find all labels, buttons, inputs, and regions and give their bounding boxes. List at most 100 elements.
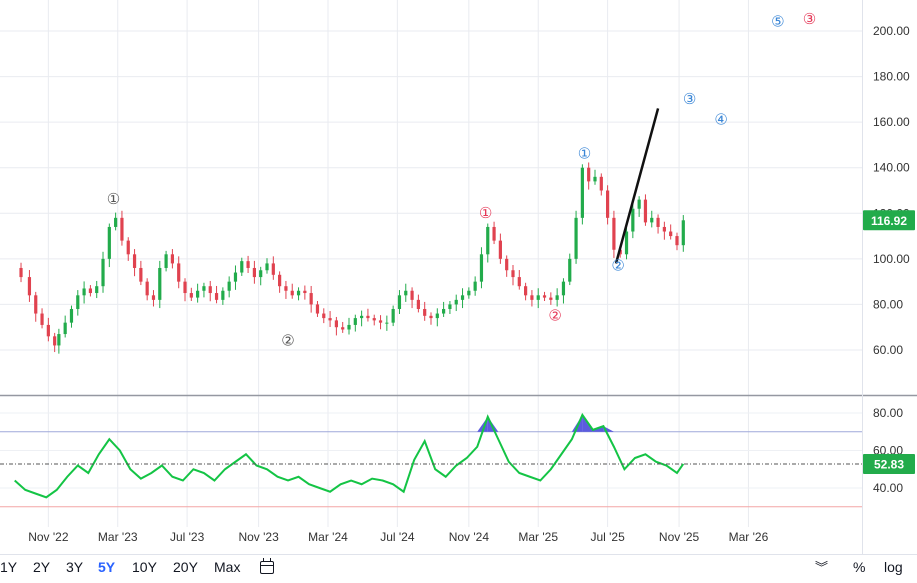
candle-body bbox=[662, 226, 666, 232]
candle-body bbox=[410, 290, 414, 300]
range-button-20y[interactable]: 20Y bbox=[173, 559, 198, 575]
candle-body bbox=[631, 208, 635, 232]
percent-scale-toggle[interactable]: % bbox=[853, 559, 866, 575]
candle-body bbox=[341, 327, 345, 330]
candle-body bbox=[530, 295, 534, 300]
range-button-3y[interactable]: 3Y bbox=[66, 559, 84, 575]
candle-body bbox=[511, 270, 515, 278]
candle-body bbox=[650, 217, 654, 223]
candle-body bbox=[486, 226, 490, 255]
candle-body bbox=[555, 295, 559, 300]
candle-body bbox=[574, 217, 578, 259]
range-button-5y[interactable]: 5Y bbox=[98, 559, 116, 575]
price-tick-label: 80.00 bbox=[873, 297, 903, 311]
elliott-wave-label[interactable]: ③ bbox=[803, 11, 816, 28]
candle-body bbox=[467, 290, 471, 296]
candle-body bbox=[265, 263, 269, 271]
candle-body bbox=[233, 272, 238, 282]
elliott-wave-label[interactable]: ① bbox=[107, 191, 120, 208]
candle-body bbox=[88, 288, 93, 294]
candle-body bbox=[240, 261, 244, 273]
chart-canvas[interactable]: 200.00180.00160.00140.00120.00100.0080.0… bbox=[0, 0, 917, 555]
candle-body bbox=[517, 277, 521, 287]
candle-body bbox=[107, 226, 111, 259]
candle-body bbox=[347, 324, 351, 330]
log-scale-toggle[interactable]: log bbox=[884, 559, 903, 575]
candle-body bbox=[435, 313, 439, 319]
candle-body bbox=[423, 308, 427, 316]
candle-body bbox=[454, 299, 458, 305]
range-button-2y[interactable]: 2Y bbox=[33, 559, 51, 575]
candle-body bbox=[69, 308, 74, 323]
candle-body bbox=[442, 308, 446, 314]
candle-body bbox=[145, 281, 149, 296]
elliott-wave-label[interactable]: ① bbox=[578, 146, 591, 163]
last-rsi-label: 52.83 bbox=[874, 457, 904, 471]
candle-body bbox=[120, 217, 124, 241]
candle-body bbox=[536, 295, 540, 300]
candle-body bbox=[214, 293, 219, 300]
elliott-wave-label[interactable]: ① bbox=[479, 205, 492, 222]
calendar-icon[interactable] bbox=[260, 558, 274, 574]
candle-body bbox=[675, 236, 679, 246]
candle-body bbox=[189, 293, 193, 298]
candle-body bbox=[40, 313, 44, 325]
candle-body bbox=[372, 318, 376, 321]
time-range-toolbar: 1Y 2Y 3Y 5Y 10Y 20Y Max ︾ % log bbox=[0, 554, 917, 583]
trend-line[interactable] bbox=[614, 108, 660, 264]
candle-body bbox=[309, 293, 313, 305]
time-tick-label: Nov '22 bbox=[28, 530, 69, 544]
last-price-badge bbox=[863, 210, 915, 231]
time-tick-label: Nov '24 bbox=[449, 530, 490, 544]
candle-body bbox=[549, 297, 553, 300]
candle-body bbox=[19, 267, 23, 278]
candle-body bbox=[76, 295, 80, 309]
price-tick-label: 100.00 bbox=[873, 252, 910, 266]
elliott-wave-label[interactable]: ② bbox=[281, 332, 294, 349]
price-tick-label: 200.00 bbox=[873, 24, 910, 38]
candle-body bbox=[587, 167, 591, 182]
candle-body bbox=[158, 267, 162, 300]
candle-body bbox=[170, 254, 174, 264]
candle-body bbox=[252, 267, 256, 278]
time-tick-label: Jul '23 bbox=[170, 530, 205, 544]
candle-body bbox=[46, 324, 50, 337]
candle-body bbox=[681, 220, 685, 246]
candle-body bbox=[460, 295, 465, 300]
price-tick-label: 60.00 bbox=[873, 343, 903, 357]
candle-body bbox=[593, 176, 597, 182]
candle-body bbox=[391, 308, 395, 323]
candle-body bbox=[53, 336, 57, 346]
rsi-tick-label: 80.00 bbox=[873, 406, 903, 420]
price-tick-label: 140.00 bbox=[873, 161, 910, 175]
candle-body bbox=[568, 258, 572, 282]
rsi-tick-label: 40.00 bbox=[873, 481, 903, 495]
elliott-wave-label[interactable]: ③ bbox=[683, 91, 696, 108]
range-button-max[interactable]: Max bbox=[214, 559, 241, 575]
rsi-overbought-fill bbox=[477, 416, 488, 432]
candle-body bbox=[561, 281, 566, 296]
time-tick-label: Nov '25 bbox=[659, 530, 700, 544]
candle-body bbox=[296, 290, 301, 296]
price-tick-label: 180.00 bbox=[873, 70, 910, 84]
range-button-1y[interactable]: 1Y bbox=[0, 559, 18, 575]
candle-body bbox=[479, 254, 484, 282]
candle-body bbox=[164, 254, 168, 268]
range-button-10y[interactable]: 10Y bbox=[132, 559, 157, 575]
elliott-wave-label[interactable]: ② bbox=[548, 307, 561, 324]
candle-body bbox=[637, 199, 641, 209]
candle-body bbox=[196, 290, 200, 298]
last-rsi-badge bbox=[863, 453, 915, 474]
chevrons-down-icon[interactable]: ︾ bbox=[815, 560, 829, 575]
elliott-wave-label[interactable]: ② bbox=[611, 257, 624, 274]
time-tick-label: Nov '23 bbox=[238, 530, 279, 544]
time-tick-label: Mar '26 bbox=[729, 530, 769, 544]
candle-body bbox=[669, 231, 673, 237]
candle-body bbox=[606, 190, 610, 218]
elliott-wave-label[interactable]: ④ bbox=[714, 111, 727, 128]
elliott-wave-label[interactable]: ⑤ bbox=[771, 13, 784, 30]
candle-body bbox=[429, 315, 433, 319]
rsi-line bbox=[14, 412, 685, 499]
candle-body bbox=[183, 281, 187, 294]
